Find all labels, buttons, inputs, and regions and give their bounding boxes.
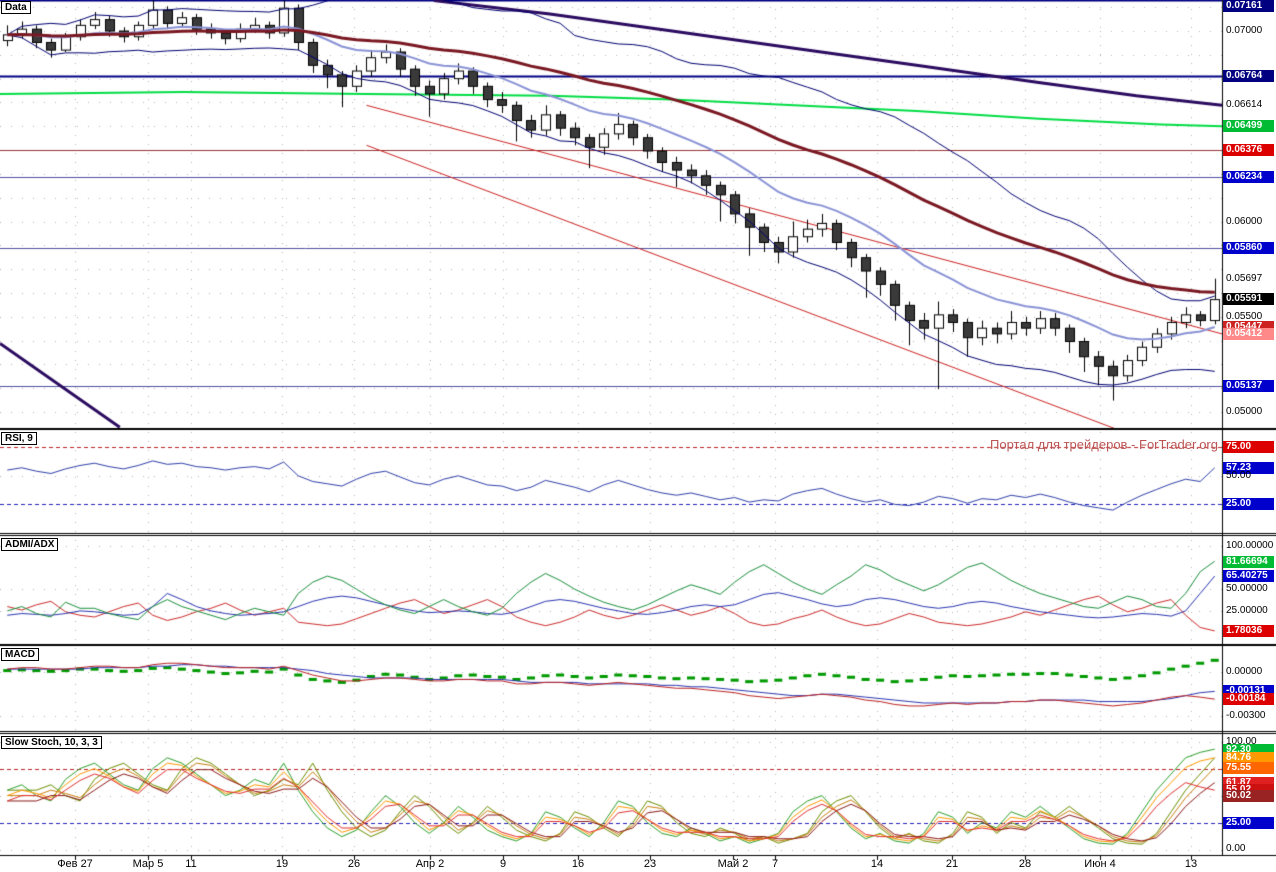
price-label: 0.06376 (1223, 144, 1274, 156)
main-panel-title: Data (1, 1, 31, 14)
date-label: 13 (1184, 858, 1198, 870)
price-label: 57.23 (1223, 462, 1274, 474)
date-label: Апр 2 (415, 858, 445, 870)
price-label: 25.00000 (1226, 605, 1268, 616)
price-label: 0.07161 (1223, 0, 1274, 12)
price-label: 81.66694 (1223, 556, 1274, 568)
date-label: Фев 27 (57, 858, 93, 870)
price-label: 0.06499 (1223, 120, 1274, 132)
price-label: 0.05412 (1223, 328, 1274, 340)
date-label: 26 (347, 858, 361, 870)
price-label: 100.00 (1226, 736, 1257, 747)
price-label: 0.06234 (1223, 171, 1274, 183)
price-label: 50.02 (1223, 790, 1274, 802)
price-label: -0.00184 (1223, 693, 1274, 705)
price-label: 0.06764 (1223, 70, 1274, 82)
date-label: 11 (185, 858, 197, 870)
price-label: 75.55 (1223, 762, 1274, 774)
price-label: 1.78036 (1223, 625, 1274, 637)
price-label: 0.07000 (1226, 25, 1263, 36)
date-label: Июн 4 (1084, 858, 1116, 870)
price-label: 84.76 (1223, 752, 1274, 764)
date-label: 7 (771, 858, 779, 870)
price-label: 0.05697 (1226, 273, 1263, 284)
price-label: 0.06000 (1226, 216, 1263, 227)
date-label: 16 (571, 858, 585, 870)
stoch-panel-title: Slow Stoch, 10, 3, 3 (1, 736, 102, 749)
price-label: 50.00 (1226, 470, 1252, 481)
date-label: 9 (499, 858, 507, 870)
price-label: -0.00300 (1226, 710, 1266, 721)
price-label: 0.00 (1226, 843, 1246, 854)
price-label: 65.40275 (1223, 570, 1274, 582)
price-label: 25.00 (1223, 498, 1274, 510)
price-label: 0.06614 (1226, 99, 1263, 110)
price-label: 0.05860 (1223, 242, 1274, 254)
price-label: 75.00 (1223, 441, 1274, 453)
date-label: 19 (275, 858, 289, 870)
date-label: Май 2 (717, 858, 749, 870)
watermark-text: Портал для трейдеров - ForTrader.org (990, 437, 1218, 452)
date-label: 28 (1018, 858, 1032, 870)
date-label: 14 (870, 858, 884, 870)
price-label: 0.05500 (1226, 311, 1263, 322)
price-label: 0.05591 (1223, 293, 1274, 305)
date-label: Мар 5 (132, 858, 164, 870)
price-label: 100.00000 (1226, 540, 1274, 551)
macd-panel-title: MACD (1, 648, 39, 661)
price-label: 0.05137 (1223, 380, 1274, 392)
date-label: 23 (643, 858, 657, 870)
price-label: 25.00 (1223, 817, 1274, 829)
adx-panel-title: ADMI/ADX (1, 538, 59, 551)
price-label: 50.00000 (1226, 583, 1268, 594)
price-label: 0.00000 (1226, 666, 1263, 677)
rsi-panel-title: RSI, 9 (1, 432, 37, 445)
date-label: 21 (945, 858, 959, 870)
price-label: 0.05000 (1226, 406, 1263, 417)
